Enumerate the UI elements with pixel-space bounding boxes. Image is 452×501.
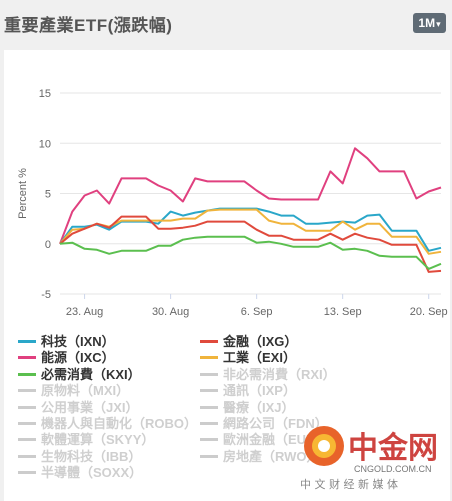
legend-line-icon <box>18 405 36 409</box>
legend-label: 生物科技（IBB） <box>41 448 142 464</box>
series-line <box>59 147 442 245</box>
legend-label: 科技（IXN） <box>41 334 115 349</box>
legend-label: 通訊（IXP） <box>223 383 296 399</box>
legend-item[interactable]: 金融（IXG） <box>200 334 297 350</box>
legend-item[interactable]: 通訊（IXP） <box>200 383 296 399</box>
legend-item[interactable]: 公用事業（JXI） <box>18 400 139 416</box>
y-axis-label: Percent % <box>17 168 29 219</box>
legend-label: 網路公司（FDN） <box>223 416 328 431</box>
x-tick-label: 23. Aug <box>66 306 103 318</box>
legend-item[interactable]: 能源（IXC） <box>18 350 115 366</box>
series-line <box>59 208 442 255</box>
legend-label: 軟體運算（SKYY） <box>41 432 155 448</box>
legend-item[interactable]: 機器人與自動化（ROBO） <box>18 416 197 432</box>
legend-line-icon <box>200 372 218 376</box>
watermark-logo-icon <box>304 426 344 466</box>
legend-line-icon <box>18 372 36 376</box>
legend-item[interactable]: 半導體（SOXX） <box>18 465 142 481</box>
legend-label: 半導體（SOXX） <box>41 465 143 481</box>
legend-label: 非必需消費（RXI） <box>223 366 336 382</box>
chevron-down-icon: ▾ <box>436 19 441 29</box>
legend-label: 機器人與自動化（ROBO） <box>41 416 198 431</box>
x-tick-label: 6. Sep <box>241 306 273 318</box>
legend-line-icon <box>200 438 218 442</box>
x-tick-label: 20. Sep <box>410 306 448 318</box>
chart-title: 重要產業ETF(漲跌幅) <box>4 16 173 35</box>
legend-label: 原物料（MXI） <box>41 383 130 399</box>
legend-line-icon <box>18 438 36 442</box>
range-selector-button[interactable]: 1M▾ <box>413 13 446 33</box>
legend-line-icon <box>18 340 36 344</box>
legend-item[interactable]: 原物料（MXI） <box>18 383 129 399</box>
legend-label: 房地產（RWO） <box>223 448 320 464</box>
legend-line-icon <box>18 471 36 475</box>
watermark-slogan: 中 文 财 经 新 媒 体 <box>300 477 398 491</box>
legend-label: 公用事業（JXI） <box>41 399 139 415</box>
legend-label: 必需消費（KXI） <box>41 366 141 382</box>
legend-item[interactable]: 軟體運算（SKYY） <box>18 432 154 448</box>
range-selector-label: 1M <box>418 16 436 30</box>
y-tick-label: 5 <box>45 189 51 201</box>
legend-item[interactable]: 非必需消費（RXI） <box>200 367 336 383</box>
legend-line-icon <box>18 454 36 458</box>
legend-item[interactable]: 網路公司（FDN） <box>200 416 328 432</box>
legend-label: 能源（IXC） <box>41 350 115 366</box>
y-tick-label: -5 <box>41 289 51 301</box>
legend-item[interactable]: 房地產（RWO） <box>200 449 320 465</box>
line-chart: 15 10 5 0 -5 23. Aug 30. Aug 6. Sep 13. Sep 20. S… <box>17 88 448 318</box>
legend-label: 金融（IXG） <box>223 334 298 349</box>
legend-line-icon <box>18 356 36 360</box>
y-tick-label: 15 <box>39 88 51 100</box>
series-line <box>59 215 442 273</box>
legend-line-icon <box>200 340 218 344</box>
legend-line-icon <box>200 389 218 393</box>
legend-item[interactable]: 科技（IXN） <box>18 334 115 350</box>
legend-label: 醫療（IXJ） <box>223 399 295 415</box>
legend-item[interactable]: 醫療（IXJ） <box>200 400 295 416</box>
y-tick-label: 10 <box>39 138 51 150</box>
legend-item[interactable]: 生物科技（IBB） <box>18 449 141 465</box>
legend-line-icon <box>200 422 218 426</box>
x-tick-label: 13. Sep <box>324 306 362 318</box>
legend-line-icon <box>200 356 218 360</box>
legend-line-icon <box>200 405 218 409</box>
legend-line-icon <box>18 389 36 393</box>
y-tick-label: 0 <box>45 239 51 251</box>
legend-line-icon <box>200 454 218 458</box>
series-line <box>59 235 442 270</box>
legend-label: 工業（EXI） <box>223 350 296 366</box>
watermark-domain: CNGOLD.COM.CN <box>354 464 432 474</box>
legend-item[interactable]: 工業（EXI） <box>200 350 296 366</box>
watermark-name: 中金网 <box>348 431 438 465</box>
site-watermark: 中金网 CNGOLD.COM.CN 中 文 财 经 新 媒 体 <box>300 426 438 491</box>
x-tick-label: 30. Aug <box>152 306 189 318</box>
legend-item[interactable]: 必需消費（KXI） <box>18 367 141 383</box>
legend-line-icon <box>18 422 36 426</box>
